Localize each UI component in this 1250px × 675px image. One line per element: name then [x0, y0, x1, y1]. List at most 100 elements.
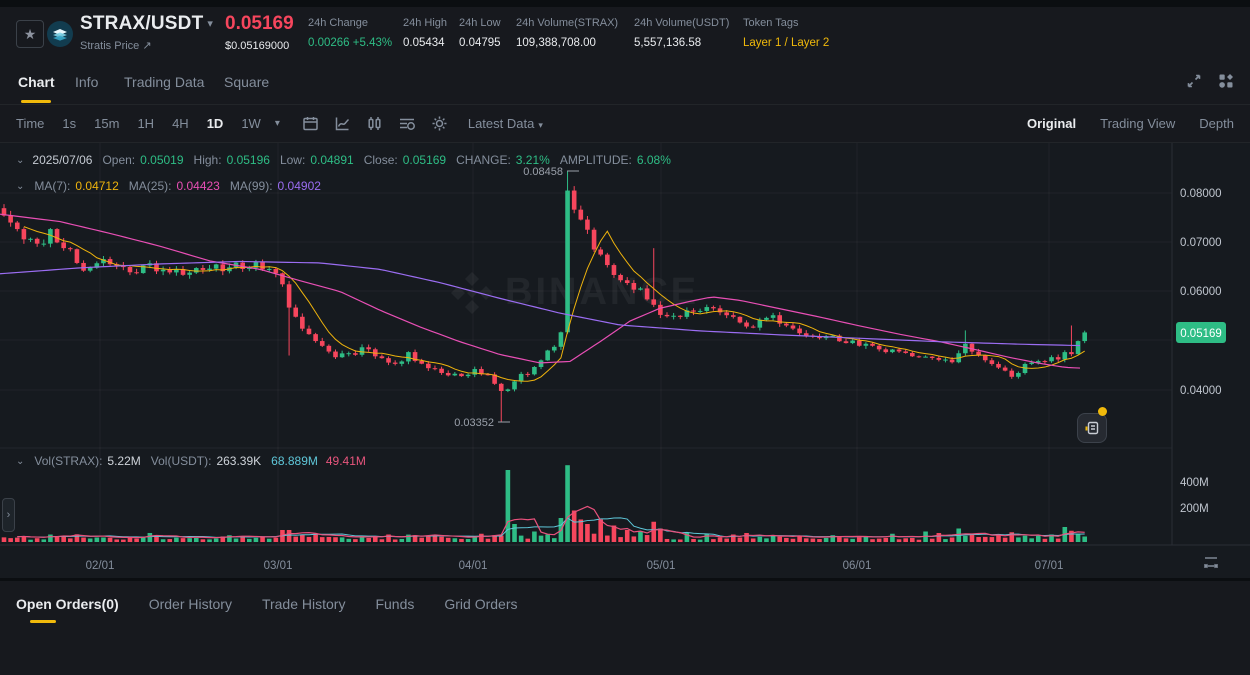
- price-axis: 0.08000 0.07000 0.06000 0.04000 400M 200M: [1180, 188, 1222, 515]
- svg-text:0.08000: 0.08000: [1180, 188, 1222, 200]
- tab-grid-orders[interactable]: Grid Orders: [444, 596, 518, 612]
- orders-panel: Open Orders(0) Order History Trade Histo…: [0, 581, 1250, 675]
- star-icon: ★: [23, 25, 37, 42]
- stat-label: 24h Change: [308, 17, 368, 29]
- expand-icon[interactable]: [1186, 73, 1202, 89]
- svg-text:05/01: 05/01: [647, 560, 676, 572]
- svg-text:04/01: 04/01: [459, 560, 488, 572]
- order-panel-button[interactable]: [1077, 413, 1107, 443]
- interval-1s[interactable]: 1s: [62, 116, 77, 131]
- candlestick-icon[interactable]: [366, 115, 383, 132]
- chevron-right-icon: ›: [6, 509, 11, 521]
- orders-tabs: Open Orders(0) Order History Trade Histo…: [0, 581, 1250, 627]
- token-tags-value[interactable]: Layer 1 / Layer 2: [743, 37, 830, 49]
- last-price-block: 0.05169 $0.05169000: [225, 13, 294, 52]
- favorite-star-button[interactable]: ★: [16, 20, 44, 48]
- tab-funds[interactable]: Funds: [375, 596, 415, 612]
- svg-text:03/01: 03/01: [264, 560, 293, 572]
- svg-text:0.06000: 0.06000: [1180, 286, 1222, 298]
- date-axis: 02/01 03/01 04/01 05/01 06/01 07/01: [86, 560, 1064, 572]
- tab-order-history[interactable]: Order History: [148, 596, 232, 612]
- stratis-coin-logo: [47, 21, 73, 47]
- chart-mode-original[interactable]: Original: [1027, 116, 1077, 131]
- svg-text:0.07000: 0.07000: [1180, 237, 1222, 249]
- gear-icon[interactable]: [431, 115, 448, 132]
- chart-toolbar: Time 1s 15m 1H 4H 1D 1W ▾ Latest Data ▾ O…: [0, 105, 1250, 143]
- svg-text:02/01: 02/01: [86, 560, 115, 572]
- chart-panel[interactable]: BINANCE 0.08000 0.07000 0.06000 0.04000 400M 2…: [0, 143, 1250, 578]
- tab-open-orders[interactable]: Open Orders(0): [16, 581, 119, 627]
- stat-value: 0.04795: [459, 37, 501, 49]
- chevron-down-icon: ▾: [207, 18, 214, 30]
- stat-24h-change: 24h Change 0.00266 +5.43%: [308, 17, 392, 49]
- svg-text:200M: 200M: [1180, 503, 1209, 515]
- pane-collapse-handle[interactable]: ›: [2, 498, 15, 532]
- tab-trading-data[interactable]: Trading Data: [124, 74, 205, 90]
- indicators-icon[interactable]: [398, 115, 416, 132]
- chart-canvas[interactable]: BINANCE 0.08000 0.07000 0.06000 0.04000 400M 2…: [0, 143, 1250, 578]
- notification-dot: [1098, 407, 1107, 416]
- svg-text:0.05169: 0.05169: [1180, 328, 1222, 340]
- interval-1h[interactable]: 1H: [137, 116, 155, 131]
- svg-text:0.08458: 0.08458: [523, 166, 563, 178]
- stat-label: 24h Volume(USDT): [634, 17, 730, 29]
- interval-4h[interactable]: 4H: [172, 116, 189, 131]
- token-tags: Token Tags Layer 1 / Layer 2: [743, 17, 829, 49]
- pair-header: ★ STRAX/USDT ▾ Stratis Price ↗ 0.05169 $0…: [0, 7, 1250, 60]
- stat-label: 24h High: [403, 17, 448, 29]
- auto-fit-icon[interactable]: [1203, 556, 1219, 570]
- period-high-annotation: 0.08458: [523, 166, 579, 178]
- ma7-line: [23, 226, 1085, 382]
- latest-data-label: Latest Data: [467, 116, 535, 131]
- layout-grid-icon[interactable]: [1218, 73, 1234, 89]
- stat-label: 24h Low: [459, 17, 501, 29]
- order-note-icon: [1085, 421, 1099, 435]
- stat-value: 109,388,708.00: [516, 37, 596, 49]
- chart-mode-tradingview[interactable]: Trading View: [1100, 116, 1176, 131]
- tab-square[interactable]: Square: [224, 74, 270, 90]
- pair-selector[interactable]: STRAX/USDT ▾: [80, 13, 213, 35]
- stat-value: 0.05434: [403, 37, 445, 49]
- ma25-line: [0, 213, 1081, 369]
- chart-mode-depth[interactable]: Depth: [1199, 116, 1234, 131]
- stat-value: 0.00266 +5.43%: [308, 37, 393, 49]
- token-tags-label: Token Tags: [743, 17, 799, 29]
- top-strip: [0, 0, 1250, 7]
- interval-more-chevron-icon[interactable]: ▾: [274, 118, 280, 129]
- svg-text:06/01: 06/01: [843, 560, 872, 572]
- interval-1d[interactable]: 1D: [206, 116, 224, 131]
- svg-text:BINANCE: BINANCE: [505, 271, 699, 313]
- stat-24h-high: 24h High 0.05434: [403, 17, 447, 49]
- svg-text:07/01: 07/01: [1035, 560, 1064, 572]
- latest-data-dropdown[interactable]: Latest Data ▾: [468, 116, 543, 131]
- interval-1w[interactable]: 1W: [241, 116, 261, 131]
- divider: [0, 578, 1250, 581]
- coin-price-link[interactable]: Stratis Price ↗: [80, 40, 152, 52]
- calendar-icon[interactable]: [302, 115, 319, 132]
- tab-trade-history[interactable]: Trade History: [261, 596, 346, 612]
- svg-text:0.03352: 0.03352: [454, 417, 494, 429]
- tab-info[interactable]: Info: [75, 74, 99, 90]
- view-tabs: Chart Info Trading Data Square: [0, 60, 1250, 105]
- svg-text:400M: 400M: [1180, 477, 1209, 489]
- stat-24h-volume-base: 24h Volume(STRAX) 109,388,708.00: [516, 17, 618, 49]
- stat-value: 5,557,136.58: [634, 37, 702, 49]
- period-low-annotation: 0.03352: [454, 417, 510, 429]
- last-price-usd: $0.05169000: [225, 40, 290, 52]
- line-chart-icon[interactable]: [334, 115, 351, 132]
- collapse-chevron-icon[interactable]: ⌄: [16, 154, 25, 166]
- stat-24h-volume-quote: 24h Volume(USDT) 5,557,136.58: [634, 17, 729, 49]
- last-price-badge: 0.05169: [1176, 322, 1226, 343]
- stat-24h-low: 24h Low 0.04795: [459, 17, 501, 49]
- candles-layer: [1, 170, 1087, 422]
- svg-text:0.04000: 0.04000: [1180, 385, 1222, 397]
- last-price: 0.05169: [225, 13, 294, 34]
- volume-layer: [1, 465, 1087, 542]
- binance-watermark: BINANCE: [451, 271, 699, 314]
- collapse-chevron-icon[interactable]: ⌄: [16, 180, 25, 192]
- interval-time[interactable]: Time: [16, 116, 45, 131]
- collapse-chevron-icon[interactable]: ⌄: [16, 455, 25, 467]
- tab-chart[interactable]: Chart: [18, 60, 55, 104]
- interval-15m[interactable]: 15m: [94, 116, 120, 131]
